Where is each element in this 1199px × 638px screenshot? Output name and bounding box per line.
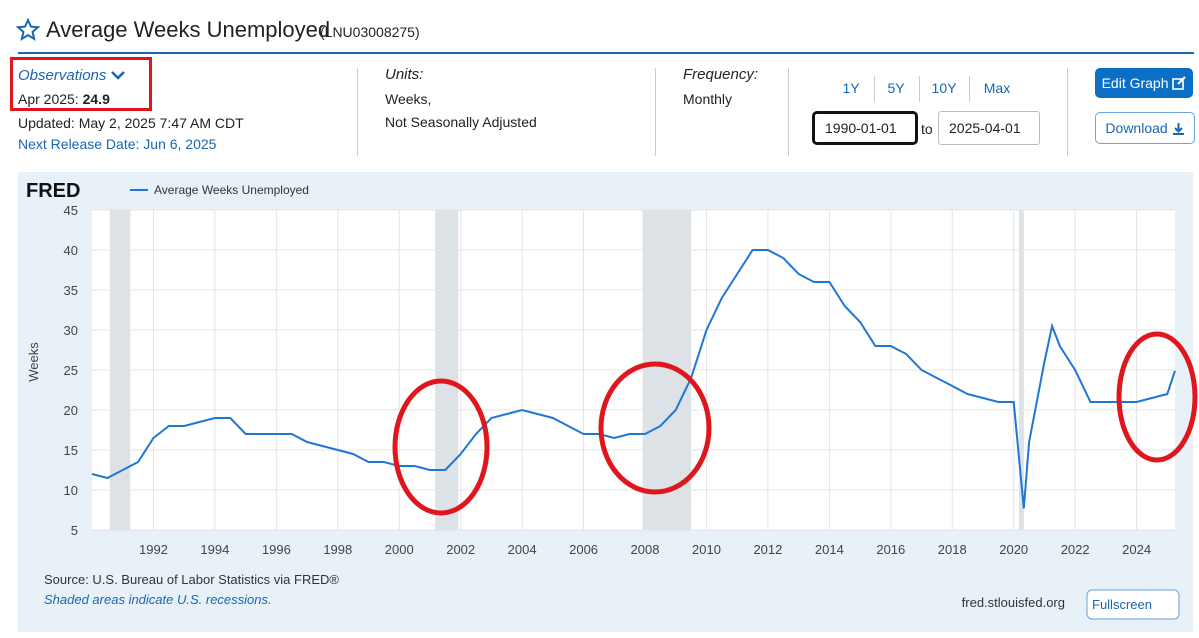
latest-observation: Apr 2025: 24.9 xyxy=(18,91,110,107)
y-tick-label: 25 xyxy=(64,363,78,378)
range-button[interactable]: Max xyxy=(983,80,1011,96)
x-tick-label: 2004 xyxy=(508,542,537,557)
series-id: (LNU03008275) xyxy=(320,24,420,40)
edit-icon xyxy=(1172,76,1187,90)
to-label: to xyxy=(921,121,933,137)
download-label[interactable]: Download xyxy=(1105,120,1168,136)
x-tick-label: 2016 xyxy=(876,542,905,557)
units-line2: Not Seasonally Adjusted xyxy=(385,114,537,130)
fullscreen-button[interactable] xyxy=(1086,589,1180,620)
x-tick-label: 1996 xyxy=(262,542,291,557)
recession-note: Shaded areas indicate U.S. recessions. xyxy=(44,592,272,607)
chevron xyxy=(110,71,125,80)
edit-graph-button[interactable]: Edit Graph xyxy=(1095,68,1193,98)
x-tick-label: 2008 xyxy=(631,542,660,557)
download-icon xyxy=(1172,122,1184,135)
fullscreen-label[interactable]: Fullscreen xyxy=(1092,597,1152,612)
x-tick-label: 2010 xyxy=(692,542,721,557)
separator xyxy=(357,68,358,156)
y-axis-label: Weeks xyxy=(26,342,41,382)
obs-date: Apr 2025: xyxy=(18,91,79,107)
x-tick-label: 2020 xyxy=(999,542,1028,557)
y-tick-label: 30 xyxy=(64,323,78,338)
y-tick-label: 15 xyxy=(64,443,78,458)
start-date[interactable]: 1990-01-01 xyxy=(812,111,918,145)
units-line1: Weeks, xyxy=(385,91,432,107)
highlight-box xyxy=(10,57,152,111)
x-tick-label: 2002 xyxy=(446,542,475,557)
x-tick-label: 1994 xyxy=(200,542,229,557)
units-label: Units: xyxy=(385,66,424,83)
x-tick-label: 2000 xyxy=(385,542,414,557)
separator xyxy=(874,76,875,102)
observations-label[interactable]: Observations xyxy=(18,67,107,84)
download-button[interactable]: Download xyxy=(1095,112,1195,144)
chart: FRED Weeks Source: U.S. Bureau of Labor … xyxy=(26,180,1180,620)
y-tick-label: 40 xyxy=(64,243,78,258)
site: fred.stlouisfed.org xyxy=(962,595,1065,610)
y-tick-label: 45 xyxy=(64,203,78,218)
range-button[interactable]: 10Y xyxy=(931,80,957,96)
next-release[interactable]: Next Release Date: Jun 6, 2025 xyxy=(18,136,217,152)
frequency-label: Frequency: xyxy=(683,66,759,83)
updated: Updated: May 2, 2025 7:47 AM CDT xyxy=(18,115,244,131)
fred-logo: FRED xyxy=(26,180,80,202)
y-tick-label: 35 xyxy=(64,283,78,298)
y-tick-label: 10 xyxy=(64,483,78,498)
end-date[interactable]: 2025-04-01 xyxy=(938,111,1040,145)
separator xyxy=(919,76,920,102)
y-tick-label: 5 xyxy=(71,523,78,538)
x-tick-label: 2018 xyxy=(938,542,967,557)
x-tick-label: 2024 xyxy=(1122,542,1151,557)
obs-value: 24.9 xyxy=(82,91,110,107)
separator xyxy=(655,68,656,156)
star-icon[interactable] xyxy=(16,18,40,42)
edit-label[interactable]: Edit Graph xyxy=(1101,75,1169,91)
divider xyxy=(18,52,1194,54)
source: Source: U.S. Bureau of Labor Statistics … xyxy=(44,572,339,587)
y-tick-label: 20 xyxy=(64,403,78,418)
x-tick-label: 1998 xyxy=(323,542,352,557)
x-tick-label: 2022 xyxy=(1061,542,1090,557)
legend-label: Average Weeks Unemployed xyxy=(154,183,309,197)
x-tick-label: 2012 xyxy=(753,542,782,557)
separator xyxy=(788,68,789,156)
x-tick-label: 2006 xyxy=(569,542,598,557)
x-tick-label: 1992 xyxy=(139,542,168,557)
x-tick-label: 2014 xyxy=(815,542,844,557)
frequency-value: Monthly xyxy=(683,91,733,107)
range-button[interactable]: 1Y xyxy=(842,80,860,96)
separator xyxy=(969,76,970,102)
observations-toggle[interactable]: Observations xyxy=(18,67,125,84)
title: Average Weeks Unemployed xyxy=(46,17,331,42)
range-button[interactable]: 5Y xyxy=(887,80,905,96)
separator xyxy=(1067,68,1068,156)
